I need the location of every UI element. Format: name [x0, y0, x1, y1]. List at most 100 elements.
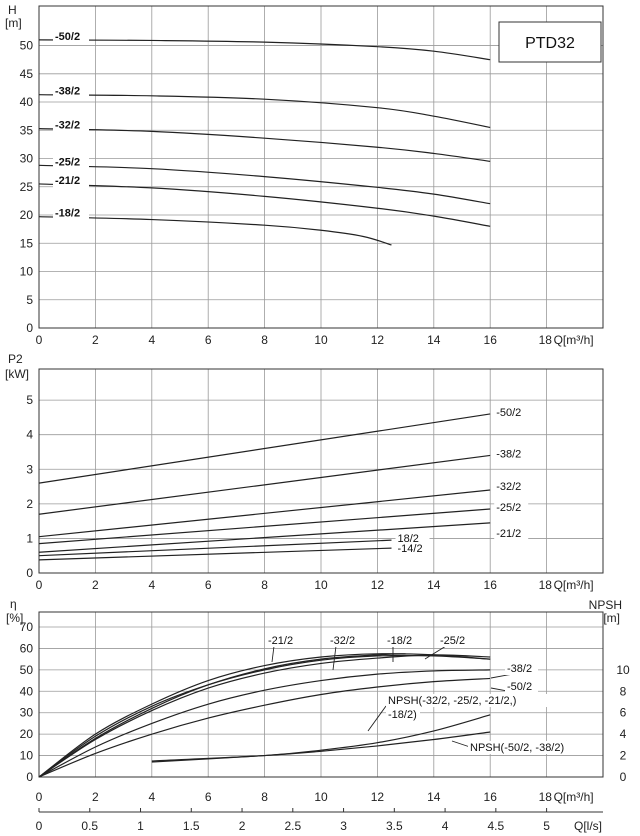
head-panel: 0 5 10 15 20 25 30 35 40 45 50 0 2 4 6 8 10 12 14 16 18 Q[m³/…: [5, 3, 604, 347]
head-curve-label: -18/2: [55, 208, 80, 220]
head-x-tick-label: 18: [539, 333, 553, 347]
head-label-bg: [53, 156, 89, 170]
npsh-tick-label: 8: [620, 684, 627, 698]
npsh-label-a-line2: -18/2): [388, 709, 417, 721]
eff-x-tick-label: 4: [148, 790, 155, 804]
power-curve-label: -32/2: [496, 481, 521, 493]
head-curve-502: [38, 39, 491, 61]
head-x-axis-title: Q[m³/h]: [554, 333, 594, 347]
head-label-bg: [53, 30, 89, 44]
head-x-tick-label: 4: [148, 333, 155, 347]
eff-x-tick-label: 6: [205, 790, 212, 804]
eff-y-tick-label: 30: [20, 706, 34, 720]
npsh-label-bg: [468, 741, 576, 754]
head-x-tick-label: 2: [92, 333, 99, 347]
power-curve-label: -21/2: [496, 528, 521, 540]
eff-x-tick-label: 8: [261, 790, 268, 804]
eff-y-tick-label: 60: [20, 641, 34, 655]
eff-y-tick-label: 0: [26, 770, 33, 784]
head-curve-label: -32/2: [55, 120, 80, 132]
head-y-tick-label: 50: [20, 39, 34, 53]
head-x-tick-label: 8: [261, 333, 268, 347]
head-y-tick-label: 10: [20, 265, 34, 279]
power-curve-212: [38, 522, 491, 553]
model-label-box: [498, 21, 602, 63]
power-y-tick-label: 1: [26, 531, 33, 545]
head-y-tick-label: 20: [20, 208, 34, 222]
eff-curve-label: -18/2: [387, 635, 412, 647]
eff-curve-382: [38, 669, 491, 778]
power-curve-382: [38, 454, 491, 515]
power-curve-322: [38, 489, 491, 538]
head-x-tick-label: 6: [205, 333, 212, 347]
eff-curve-label: -25/2: [440, 635, 465, 647]
power-curve-label: -25/2: [496, 502, 521, 514]
eff-curve-502: [38, 677, 491, 778]
power-curve-label: -38/2: [496, 448, 521, 460]
head-y-tick-label: 5: [26, 293, 33, 307]
power-y-tick-label: 5: [26, 393, 33, 407]
head-curve-252: [38, 164, 491, 205]
secondary-x-tick-label: 3: [340, 819, 347, 833]
eff-curve-label: -32/2: [330, 635, 355, 647]
head-label-bg: [53, 174, 89, 188]
power-label-bg: [494, 501, 529, 515]
head-x-tick-label: 14: [427, 333, 441, 347]
head-curve-382: [38, 94, 491, 129]
head-x-tick-label: 10: [314, 333, 328, 347]
power-x-tick-label: 10: [314, 578, 328, 592]
power-label-bg: [494, 480, 529, 494]
power-curve-142: [38, 547, 392, 561]
eff-x-tick-label: 18: [539, 790, 553, 804]
eff-x-tick-label: 0: [36, 790, 43, 804]
power-curve-label: -14/2: [398, 543, 423, 555]
head-label-bg: [53, 207, 89, 221]
npsh-axis-title: NPSH: [589, 598, 622, 612]
eff-curve-212: [38, 653, 491, 778]
head-x-tick-label: 12: [371, 333, 385, 347]
eff-label-leader: [271, 645, 275, 663]
npsh-label-a-line1: NPSH(-32/2, -25/2, -21/2,): [388, 695, 516, 707]
head-y-axis-title: H: [8, 3, 17, 17]
eff-y-tick-label: 70: [20, 620, 34, 634]
eff-label-bg: [328, 634, 361, 647]
eff-y-axis-title: η: [10, 597, 17, 611]
eff-label-leader: [332, 645, 337, 671]
head-y-axis-unit: [m]: [5, 16, 22, 30]
npsh-label-b: NPSH(-50/2, -38/2): [470, 742, 564, 754]
power-x-tick-label: 18: [539, 578, 553, 592]
npsh-label-bg: [386, 708, 420, 721]
secondary-x-tick-label: 0.5: [81, 819, 98, 833]
secondary-x-tick-label: 4: [442, 819, 449, 833]
head-curve-182: [38, 216, 392, 246]
power-label-bg: [494, 405, 529, 419]
power-x-tick-label: 0: [36, 578, 43, 592]
secondary-x-tick-label: 2: [239, 819, 246, 833]
power-x-tick-label: 8: [261, 578, 268, 592]
head-y-tick-label: 25: [20, 180, 34, 194]
power-label-bg: [494, 447, 529, 461]
eff-curve-NPSH502382: [151, 731, 491, 763]
head-y-tick-label: 40: [20, 95, 34, 109]
secondary-x-tick-label: 5: [543, 819, 550, 833]
head-y-tick-label: 35: [20, 123, 34, 137]
head-curve-label: -50/2: [55, 31, 80, 43]
eff-curve-label: -50/2: [507, 681, 532, 693]
secondary-x-tick-label: 3.5: [386, 819, 403, 833]
head-curve-212: [38, 183, 491, 227]
head-x-tick-label: 16: [484, 333, 498, 347]
eff-x-tick-label: 2: [92, 790, 99, 804]
power-x-tick-label: 4: [148, 578, 155, 592]
eff-y-tick-label: 20: [20, 727, 34, 741]
head-y-tick-label: 30: [20, 152, 34, 166]
eff-label-bg: [505, 680, 538, 693]
power-label-bg: [395, 542, 430, 556]
secondary-x-tick-label: 1: [137, 819, 144, 833]
head-frame: [38, 5, 604, 329]
secondary-x-tick-label: 4.5: [487, 819, 504, 833]
head-curve-label: -38/2: [55, 86, 80, 98]
eff-y-tick-label: 10: [20, 749, 34, 763]
power-y-axis-unit: [kW]: [5, 367, 29, 381]
